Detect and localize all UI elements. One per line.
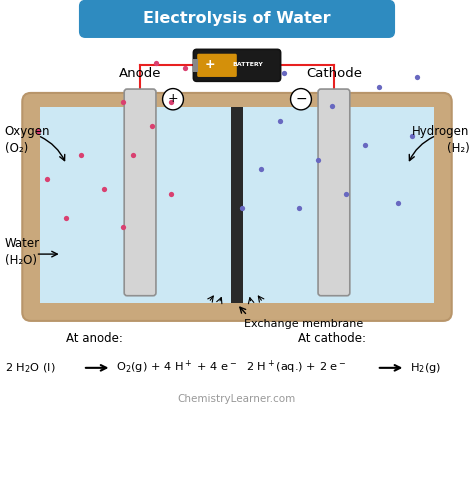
Text: Cathode: Cathode — [306, 67, 362, 80]
Text: 2 H$^+$(aq.) + 2 e$^-$: 2 H$^+$(aq.) + 2 e$^-$ — [246, 359, 347, 377]
Text: At anode:: At anode: — [66, 333, 123, 345]
Text: +: + — [168, 92, 178, 105]
Text: BATTERY: BATTERY — [233, 62, 264, 67]
FancyBboxPatch shape — [80, 0, 394, 37]
Bar — [193, 59, 198, 72]
Text: Anode: Anode — [119, 67, 161, 80]
Circle shape — [291, 89, 311, 110]
FancyBboxPatch shape — [22, 93, 452, 321]
Text: Exchange membrane: Exchange membrane — [244, 319, 364, 330]
Bar — [40, 107, 434, 303]
Bar — [231, 107, 243, 303]
Text: H$_2$(g): H$_2$(g) — [410, 361, 441, 375]
FancyBboxPatch shape — [318, 89, 350, 296]
Text: Electrolysis of Water: Electrolysis of Water — [143, 12, 331, 26]
Text: ChemistryLearner.com: ChemistryLearner.com — [178, 394, 296, 404]
Text: Hydrogen
(H₂): Hydrogen (H₂) — [412, 125, 469, 155]
Text: At cathode:: At cathode: — [298, 333, 366, 345]
FancyBboxPatch shape — [124, 89, 156, 296]
Text: −: − — [295, 92, 307, 106]
FancyBboxPatch shape — [193, 49, 281, 81]
Text: O$_2$(g) + 4 H$^+$ + 4 e$^-$: O$_2$(g) + 4 H$^+$ + 4 e$^-$ — [116, 359, 237, 377]
FancyBboxPatch shape — [197, 54, 237, 77]
Text: Water
(H₂O): Water (H₂O) — [5, 237, 40, 267]
Circle shape — [163, 89, 183, 110]
Text: Oxygen
(O₂): Oxygen (O₂) — [5, 125, 50, 155]
Text: +: + — [205, 59, 216, 71]
Text: 2 H$_2$O (l): 2 H$_2$O (l) — [5, 361, 55, 375]
